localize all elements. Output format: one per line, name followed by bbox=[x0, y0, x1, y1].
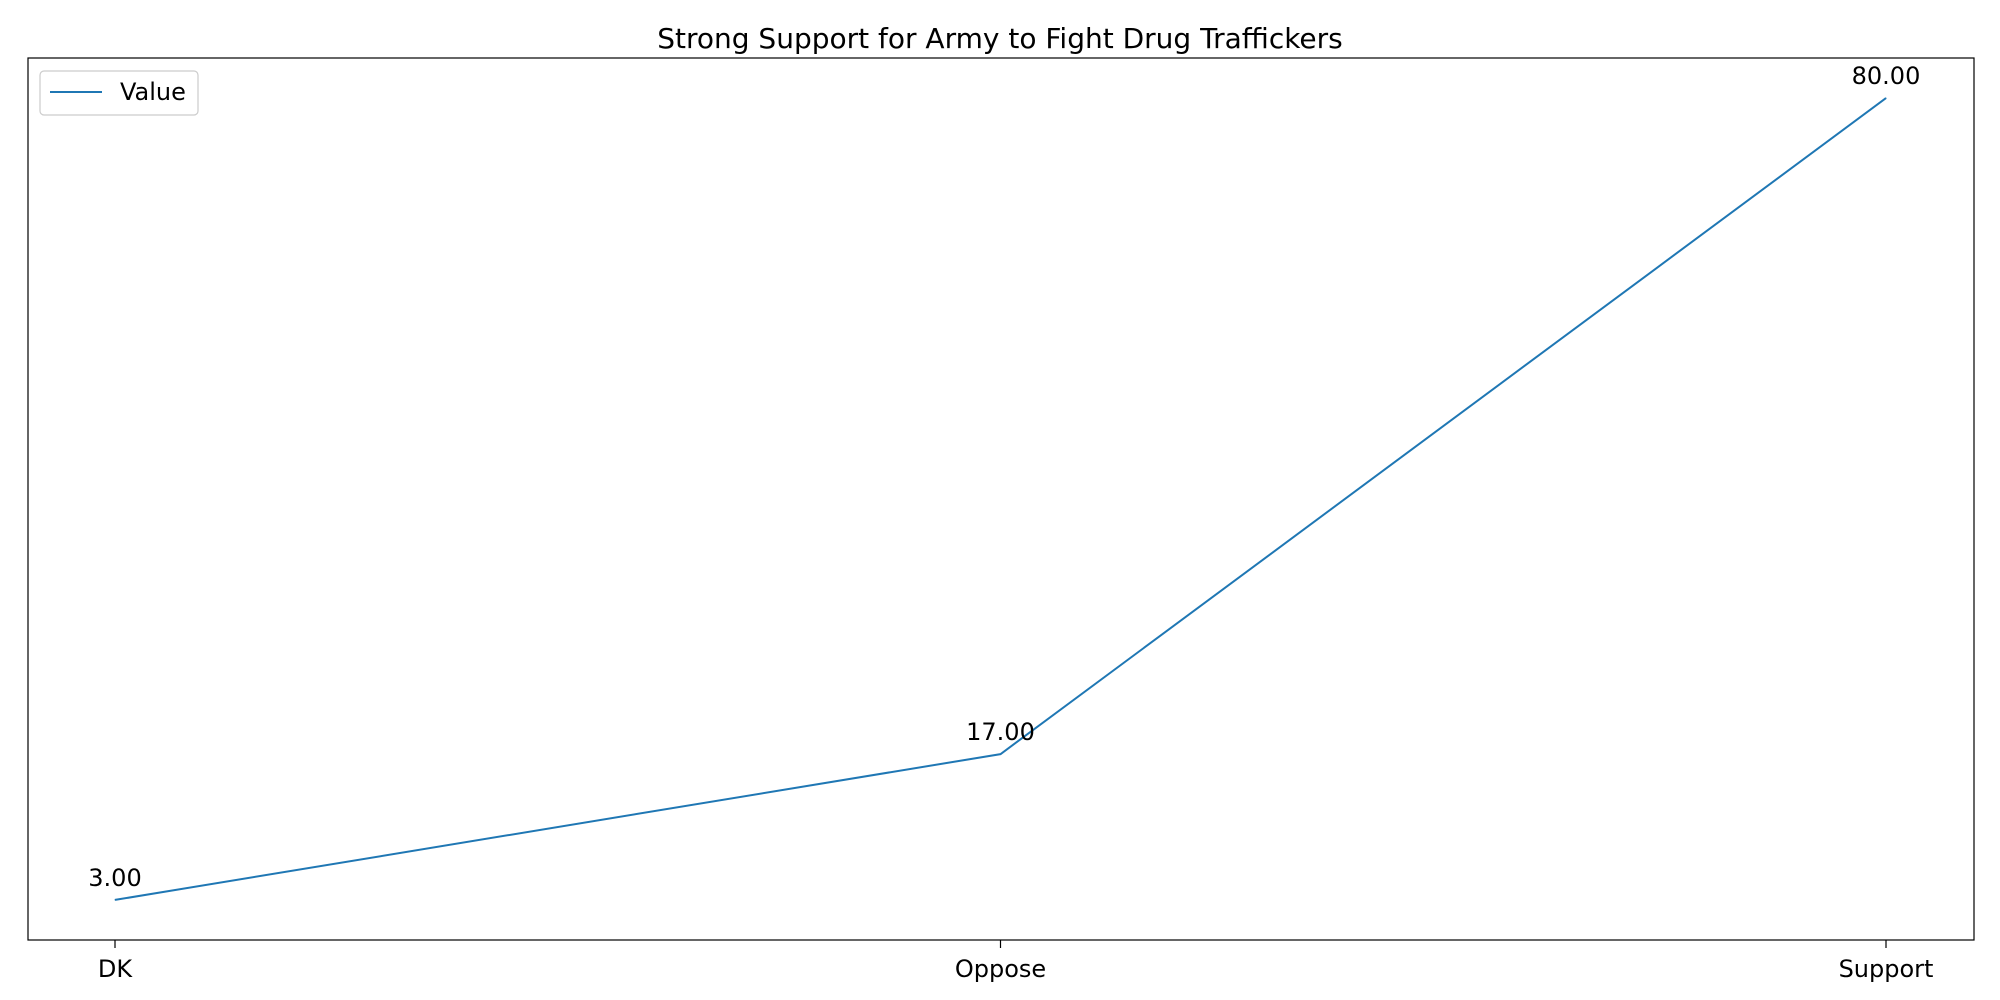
x-tick-label: DK bbox=[98, 955, 133, 983]
series-layer bbox=[114, 97, 1887, 901]
data-label: 17.00 bbox=[966, 718, 1035, 746]
legend-box bbox=[39, 70, 199, 116]
x-axis: DK Oppose Support bbox=[98, 940, 1934, 983]
data-point bbox=[1000, 753, 1001, 755]
x-tick-label: Oppose bbox=[955, 955, 1046, 983]
data-label: 80.00 bbox=[1852, 62, 1921, 90]
data-label: 3.00 bbox=[88, 864, 141, 892]
x-tick-label: Support bbox=[1839, 955, 1934, 983]
plot-area bbox=[27, 57, 1975, 941]
data-labels: 3.00 17.00 80.00 bbox=[88, 62, 1920, 892]
legend: Value bbox=[39, 70, 199, 116]
chart-title: Strong Support for Army to Fight Drug Tr… bbox=[657, 22, 1343, 55]
data-point bbox=[114, 899, 116, 901]
data-point bbox=[1885, 97, 1887, 99]
legend-label-value: Value bbox=[120, 78, 186, 106]
